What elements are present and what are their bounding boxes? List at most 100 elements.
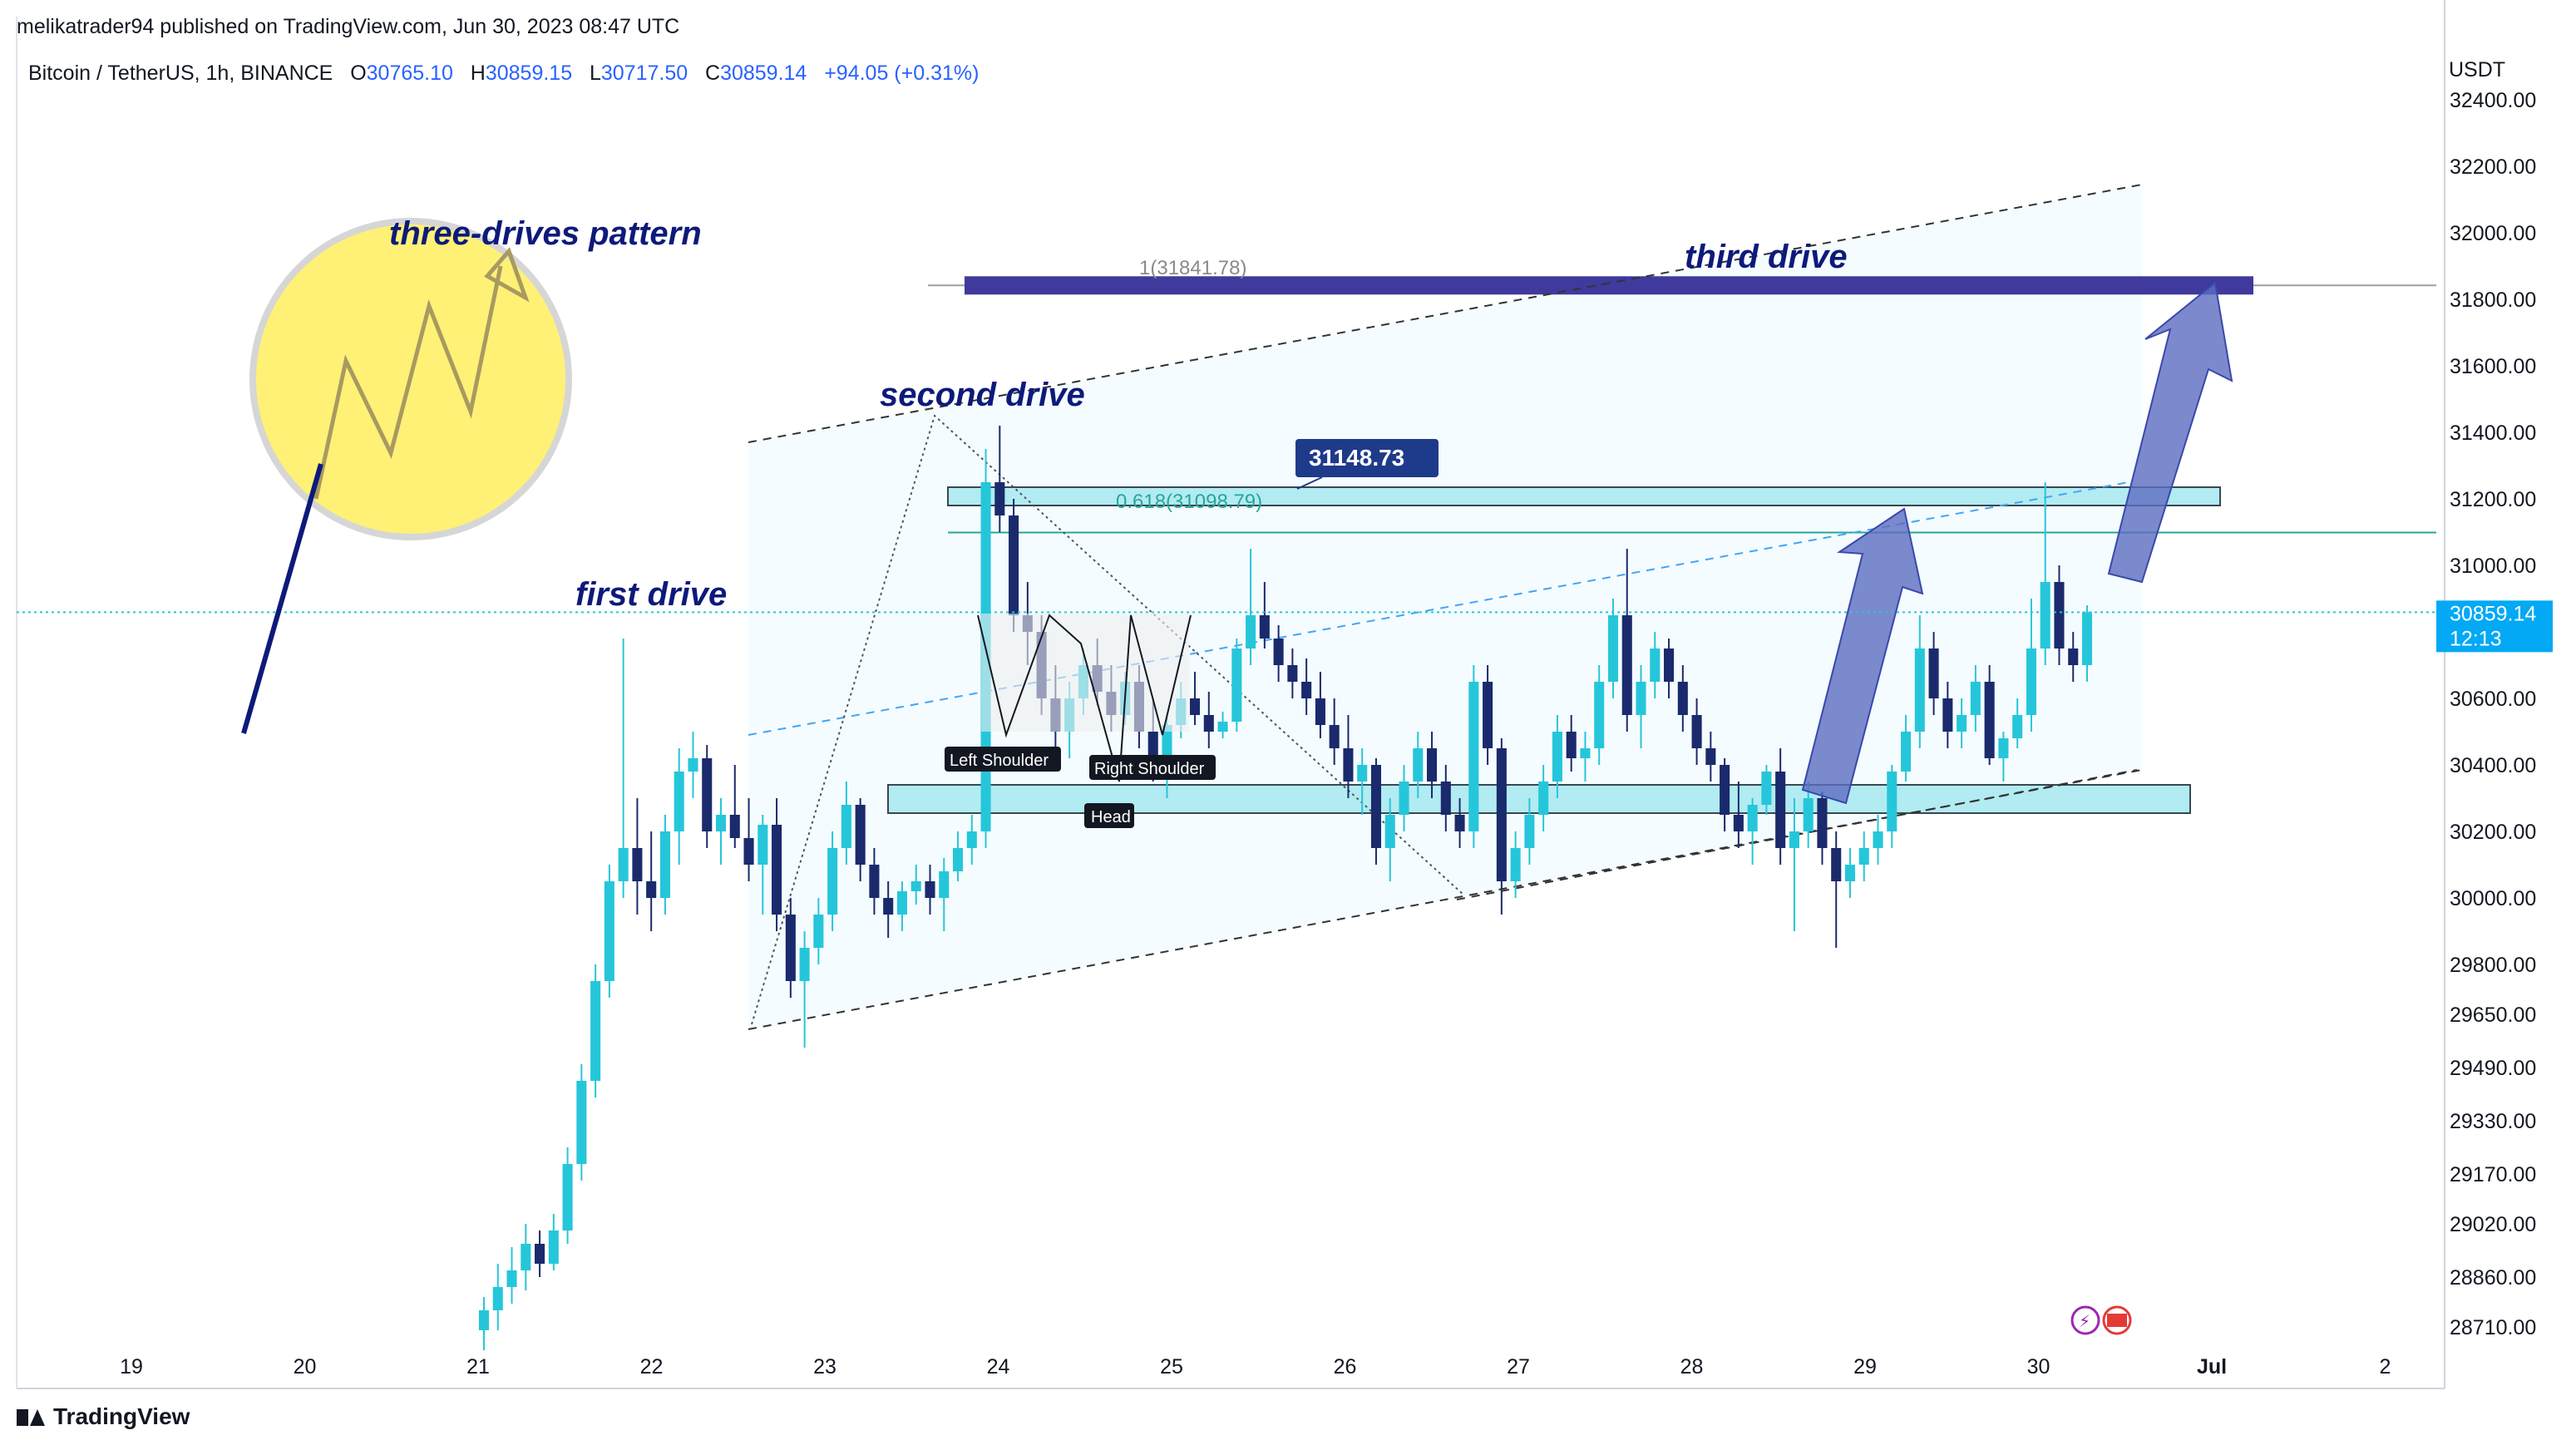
alert-bolt-icon[interactable] bbox=[2070, 1305, 2100, 1335]
time-tick-label: 30 bbox=[2027, 1355, 2050, 1378]
price-tick-label: 32000.00 bbox=[2450, 222, 2536, 245]
price-tick-label: 29800.00 bbox=[2450, 954, 2536, 977]
third-drive-label: third drive bbox=[1685, 239, 1848, 275]
time-tick-label: 26 bbox=[1334, 1355, 1357, 1378]
price-tick-label: 32200.00 bbox=[2450, 155, 2536, 179]
candle-body bbox=[1203, 715, 1214, 732]
abcd-dotted-line bbox=[751, 414, 1464, 1025]
candle-body bbox=[966, 831, 977, 848]
price-tick-label: 30600.00 bbox=[2450, 688, 2536, 711]
second-drive-label: second drive bbox=[880, 377, 1085, 413]
symbol-ohlc-bar: Bitcoin / TetherUS, 1h, BINANCE O30765.1… bbox=[28, 62, 979, 86]
candle-body bbox=[1524, 815, 1535, 848]
time-tick-label: Jul bbox=[2197, 1355, 2227, 1378]
time-tick-label: 19 bbox=[120, 1355, 143, 1378]
candle-body bbox=[535, 1244, 545, 1264]
candle-body bbox=[799, 948, 810, 981]
candle-body bbox=[939, 871, 950, 898]
candle-body bbox=[1928, 649, 1939, 698]
candle-body bbox=[1957, 715, 1967, 732]
candle-body bbox=[758, 825, 768, 865]
symbol-name[interactable]: Bitcoin / TetherUS, 1h, BINANCE bbox=[28, 62, 333, 85]
candle-body bbox=[1246, 615, 1256, 649]
candle-body bbox=[1677, 682, 1688, 715]
candle-body bbox=[1468, 682, 1479, 831]
candle-body bbox=[646, 881, 657, 898]
candle-body bbox=[590, 981, 601, 1081]
candle-body bbox=[1621, 615, 1632, 715]
candle-body bbox=[2040, 582, 2050, 649]
candle-body bbox=[506, 1270, 517, 1287]
candle-body bbox=[925, 881, 935, 898]
candle-body bbox=[659, 831, 670, 898]
tradingview-logo-icon bbox=[17, 1408, 45, 1426]
time-tick-label: 21 bbox=[466, 1355, 490, 1378]
candle-body bbox=[1189, 698, 1201, 715]
candle-body bbox=[632, 848, 643, 881]
candle-body bbox=[729, 815, 740, 838]
publish-header: melikatrader94 published on TradingView.… bbox=[17, 15, 680, 38]
tradingview-footer[interactable]: TradingView bbox=[17, 1403, 190, 1430]
price-tick-label: 32400.00 bbox=[2450, 89, 2536, 112]
candle-body bbox=[1691, 715, 1702, 748]
candle-body bbox=[1273, 639, 1284, 665]
candle-body bbox=[1775, 772, 1786, 848]
last-price-value: 30859.14 bbox=[2450, 602, 2536, 625]
head-tag bbox=[1084, 803, 1134, 828]
candle-body bbox=[1887, 772, 1897, 831]
time-tick-label: 29 bbox=[1853, 1355, 1877, 1378]
candle-body bbox=[1733, 815, 1744, 831]
price-tick-label: 31800.00 bbox=[2450, 289, 2536, 312]
candle-body bbox=[2081, 612, 2093, 665]
price-tick-label: 30200.00 bbox=[2450, 821, 2536, 844]
open-value: 30765.10 bbox=[366, 62, 453, 85]
channel-lower-line bbox=[748, 769, 2143, 1030]
head-shoulders-pattern bbox=[977, 614, 1192, 782]
candle-body bbox=[1552, 732, 1562, 782]
candle-body bbox=[1413, 748, 1424, 782]
change-value: +94.05 (+0.31%) bbox=[824, 62, 980, 85]
candle-body bbox=[548, 1230, 559, 1264]
time-tick-label: 20 bbox=[294, 1355, 317, 1378]
pattern-arrow-icon bbox=[484, 247, 530, 303]
candle-body bbox=[1370, 765, 1382, 848]
candle-body bbox=[869, 865, 880, 898]
candle-body bbox=[2054, 582, 2065, 649]
candle-body bbox=[1510, 848, 1521, 881]
candle-body bbox=[855, 805, 866, 865]
candle-body bbox=[562, 1164, 573, 1230]
candle-body bbox=[743, 838, 754, 865]
bolt-glyph-icon: ⚡ bbox=[2079, 1313, 2090, 1331]
time-tick-label: 24 bbox=[987, 1355, 1010, 1378]
candle-body bbox=[1329, 725, 1340, 748]
candle-body bbox=[1566, 732, 1577, 758]
price-tick-label: 31400.00 bbox=[2450, 422, 2536, 445]
candle-body bbox=[813, 915, 824, 948]
third-drive-target-bar bbox=[965, 276, 2253, 295]
candle-body bbox=[1844, 865, 1856, 881]
time-tick-label: 27 bbox=[1507, 1355, 1530, 1378]
open-label: O bbox=[350, 62, 367, 85]
candle-body bbox=[1426, 748, 1438, 782]
price-tag-pointer bbox=[1296, 476, 1323, 490]
fib-level-1-label: 1(31841.78) bbox=[1139, 257, 1246, 279]
price-tick-label: 29650.00 bbox=[2450, 1004, 2536, 1027]
candle-body bbox=[1538, 782, 1549, 815]
price-tick-label: 28710.00 bbox=[2450, 1316, 2536, 1339]
candle-body bbox=[1636, 682, 1646, 715]
low-label: L bbox=[589, 62, 601, 85]
candle-body bbox=[994, 482, 1005, 515]
time-tick-label: 22 bbox=[640, 1355, 664, 1378]
candle-body bbox=[1789, 831, 1799, 848]
candle-body bbox=[1607, 615, 1619, 682]
candle-body bbox=[604, 881, 614, 981]
candle-body bbox=[1705, 748, 1716, 765]
pattern-title: three-drives pattern bbox=[389, 215, 702, 252]
candle-body bbox=[618, 848, 629, 881]
flag-stripes-icon bbox=[2107, 1314, 2127, 1327]
candle-body bbox=[1747, 805, 1758, 831]
candle-body bbox=[1440, 782, 1451, 815]
high-value: 30859.15 bbox=[485, 62, 573, 85]
candle-body bbox=[1650, 649, 1661, 682]
